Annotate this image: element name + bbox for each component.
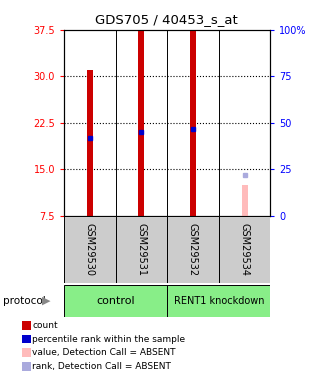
Bar (167, 285, 270, 317)
Bar (22, 362, 31, 370)
Text: ▶: ▶ (42, 296, 51, 306)
Text: RENT1 knockdown: RENT1 knockdown (173, 296, 264, 306)
Text: GDS705 / 40453_s_at: GDS705 / 40453_s_at (95, 13, 238, 26)
Text: GSM29530: GSM29530 (85, 223, 95, 276)
Bar (138, 30, 145, 216)
Bar (219, 216, 270, 283)
Text: control: control (96, 296, 135, 306)
Bar (167, 216, 219, 283)
Text: value, Detection Call = ABSENT: value, Detection Call = ABSENT (33, 348, 176, 357)
Bar (190, 30, 196, 216)
Bar (22, 348, 31, 357)
Bar (242, 185, 248, 216)
Text: GSM29534: GSM29534 (240, 223, 250, 276)
Bar (116, 216, 167, 283)
Bar (64, 216, 116, 283)
Text: GSM29531: GSM29531 (136, 223, 146, 276)
Bar (64, 285, 167, 317)
Text: percentile rank within the sample: percentile rank within the sample (33, 334, 186, 344)
Text: count: count (33, 321, 58, 330)
Bar (22, 321, 31, 330)
Bar (22, 335, 31, 344)
Bar (87, 70, 93, 216)
Text: GSM29532: GSM29532 (188, 223, 198, 276)
Text: protocol: protocol (3, 296, 46, 306)
Text: rank, Detection Call = ABSENT: rank, Detection Call = ABSENT (33, 362, 172, 371)
